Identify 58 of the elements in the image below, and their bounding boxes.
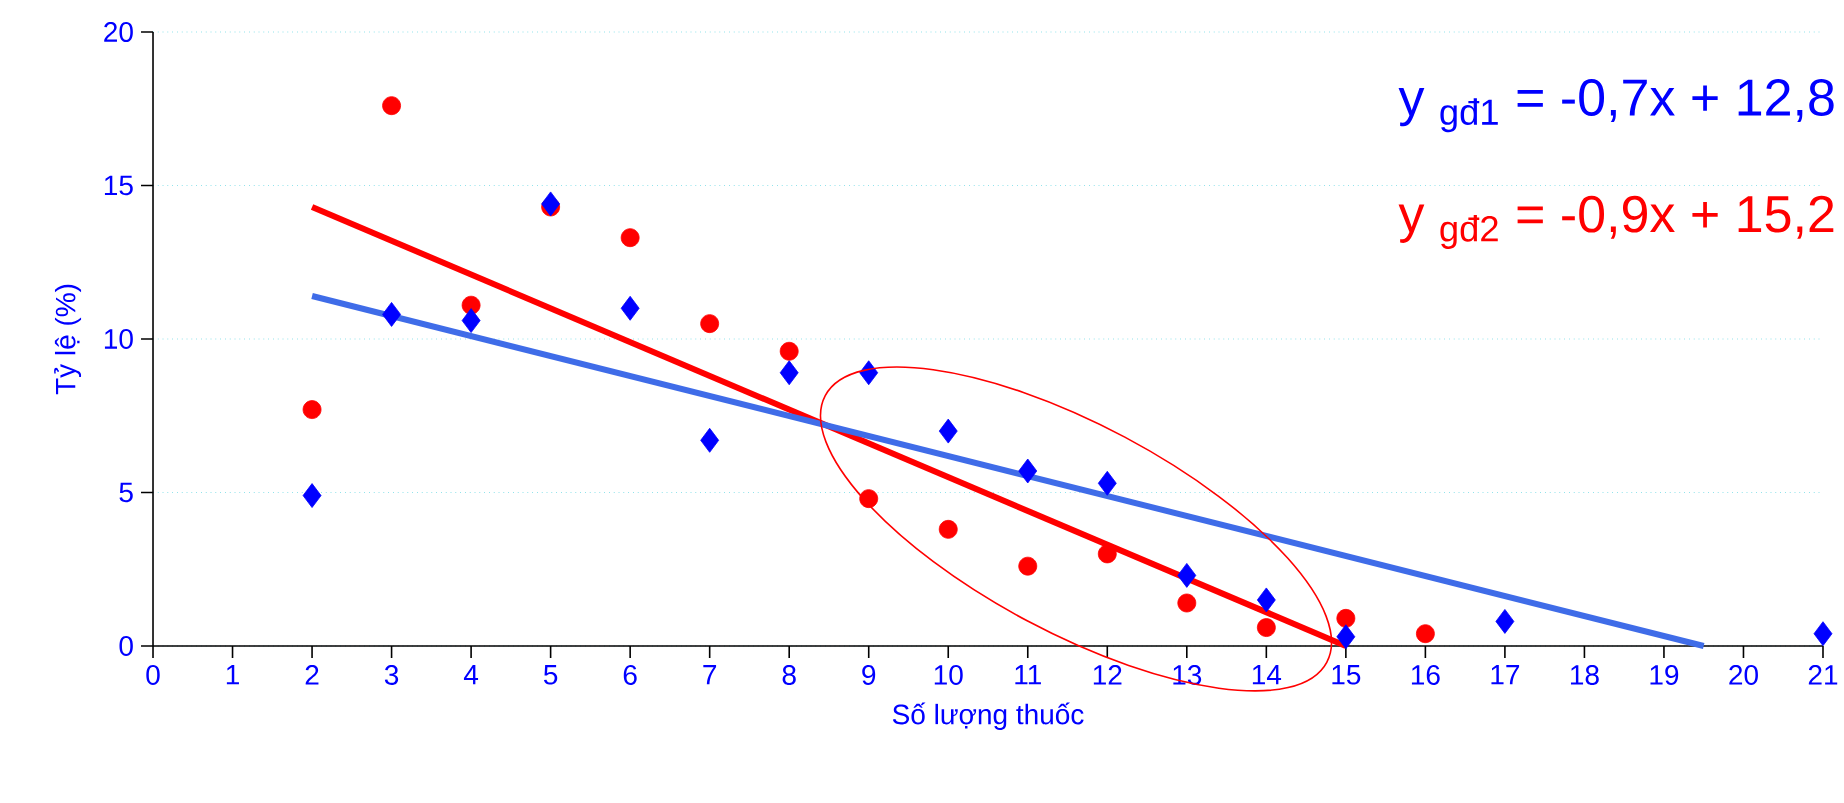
x-tick-label: 5 <box>543 665 558 685</box>
y-tick-label: 15 <box>104 175 133 196</box>
point <box>382 302 401 327</box>
point <box>1495 609 1515 634</box>
point <box>541 191 561 217</box>
y-axis-title: Tỷ lệ (%) <box>54 284 82 395</box>
x-tick-label: 20 <box>1729 665 1758 685</box>
point <box>1097 544 1117 564</box>
x-tick-label: 11 <box>1015 665 1041 685</box>
point <box>302 483 322 508</box>
x-tick-label: 17 <box>1491 665 1520 685</box>
x-tick-label: 0 <box>146 665 160 685</box>
x-tick-label: 16 <box>1411 665 1440 685</box>
point <box>1256 618 1276 637</box>
point <box>1336 608 1356 628</box>
x-tick-label: 4 <box>463 665 479 685</box>
x-tick-label: 9 <box>862 665 876 685</box>
annotation: y $_{gđ1}$ = -0,7x + 12,8 <box>1398 79 1834 133</box>
y-tick-label: 5 <box>119 482 133 503</box>
point <box>938 418 958 444</box>
point <box>1018 556 1038 576</box>
x-axis-title: Số lượng thuốc <box>892 702 1084 730</box>
x-tick-label: 12 <box>1093 665 1122 685</box>
point <box>1097 470 1117 496</box>
point <box>620 295 640 321</box>
x-tick-label: 14 <box>1252 665 1282 685</box>
point <box>1336 624 1356 650</box>
point <box>1415 624 1435 644</box>
x-tick-label: 1 <box>226 665 239 685</box>
point <box>1177 562 1197 588</box>
x-tick-label: 21 <box>1808 665 1838 685</box>
point <box>1177 593 1197 613</box>
point <box>859 489 879 509</box>
annotation: y $_{gđ2}$ = -0,9x + 15,2 <box>1398 195 1834 249</box>
y-tick-label: 10 <box>104 329 133 349</box>
x-tick-label: 15 <box>1332 665 1361 685</box>
x-tick-label: 8 <box>782 665 796 685</box>
point <box>779 360 799 386</box>
point <box>620 228 640 248</box>
x-tick-label: 3 <box>384 665 399 685</box>
x-tick-label: 10 <box>934 665 963 685</box>
point <box>302 400 322 419</box>
point <box>700 314 720 334</box>
x-tick-label: 13 <box>1173 665 1202 685</box>
x-tick-label: 2 <box>305 665 319 685</box>
point <box>700 427 720 453</box>
point <box>938 519 958 539</box>
point <box>461 308 481 333</box>
y-tick-label: 0 <box>119 636 133 656</box>
x-tick-label: 6 <box>623 665 637 685</box>
point <box>779 341 799 361</box>
point <box>382 96 401 116</box>
x-tick-label: 19 <box>1650 665 1679 685</box>
point <box>1018 458 1038 484</box>
x-tick-label: 18 <box>1570 665 1599 685</box>
point <box>1256 587 1276 613</box>
y-tick-label: 20 <box>104 22 133 42</box>
x-tick-label: 7 <box>703 665 717 685</box>
